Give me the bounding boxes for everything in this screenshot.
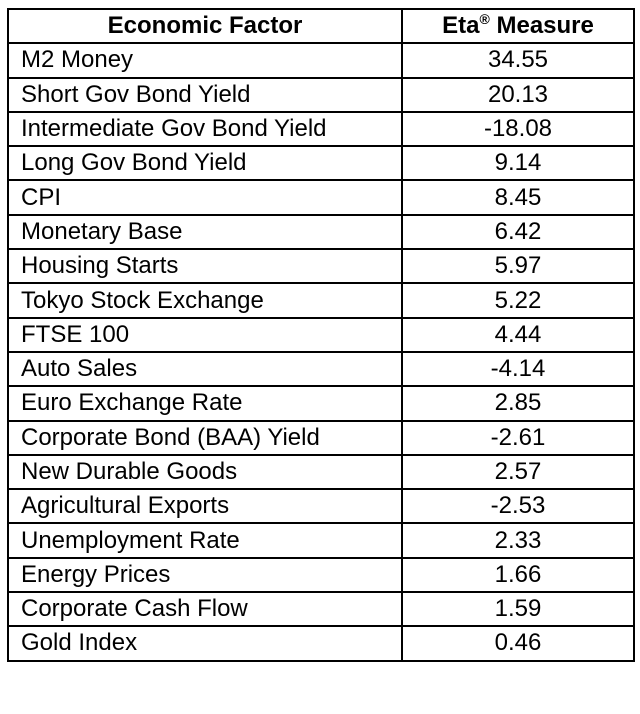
measure-cell: -4.14 <box>401 350 635 388</box>
factor-cell: Long Gov Bond Yield <box>7 145 403 182</box>
factor-cell: Unemployment Rate <box>7 522 403 559</box>
table-row: FTSE 100 4.44 <box>7 316 635 353</box>
factor-cell: Monetary Base <box>7 213 403 251</box>
header-measure-label: Measure <box>489 12 594 40</box>
measure-cell: 34.55 <box>401 42 635 79</box>
registered-mark: ® <box>479 11 490 28</box>
measure-cell: 2.57 <box>401 453 635 491</box>
factor-cell: Short Gov Bond Yield <box>7 76 403 113</box>
table-row: Intermediate Gov Bond Yield -18.08 <box>7 110 635 148</box>
table-row: Unemployment Rate 2.33 <box>7 522 635 559</box>
factor-cell: FTSE 100 <box>7 316 403 353</box>
table-row: Euro Exchange Rate 2.85 <box>7 385 635 422</box>
factor-cell: CPI <box>7 179 403 216</box>
factor-cell: M2 Money <box>7 42 403 79</box>
factor-cell: Euro Exchange Rate <box>7 385 403 422</box>
factor-cell: Agricultural Exports <box>7 488 403 525</box>
table-row: Corporate Cash Flow 1.59 <box>7 591 635 628</box>
factor-cell: Tokyo Stock Exchange <box>7 282 403 319</box>
table-row: Short Gov Bond Yield 20.13 <box>7 76 635 113</box>
measure-cell: 6.42 <box>401 213 635 251</box>
table-row: Long Gov Bond Yield 9.14 <box>7 145 635 182</box>
table-row: Agricultural Exports -2.53 <box>7 488 635 525</box>
table-row: Housing Starts 5.97 <box>7 248 635 285</box>
table-row: Energy Prices 1.66 <box>7 556 635 594</box>
measure-cell: -18.08 <box>401 110 635 148</box>
table-row: Monetary Base 6.42 <box>7 213 635 251</box>
measure-cell: 4.44 <box>401 316 635 353</box>
measure-cell: 1.66 <box>401 556 635 594</box>
table-row: Corporate Bond (BAA) Yield -2.61 <box>7 419 635 456</box>
measure-cell: 2.33 <box>401 522 635 559</box>
measure-cell: 1.59 <box>401 591 635 628</box>
factor-cell: New Durable Goods <box>7 453 403 491</box>
factor-cell: Intermediate Gov Bond Yield <box>7 110 403 148</box>
measure-cell: 5.97 <box>401 248 635 285</box>
factor-cell: Corporate Bond (BAA) Yield <box>7 419 403 456</box>
economic-factors-table: Economic Factor Eta® Measure M2 Money 34… <box>7 7 635 662</box>
measure-cell: -2.53 <box>401 488 635 525</box>
table-row: Auto Sales -4.14 <box>7 350 635 388</box>
table-row: Gold Index 0.46 <box>7 625 635 662</box>
factor-cell: Gold Index <box>7 625 403 662</box>
table-row: CPI 8.45 <box>7 179 635 216</box>
factor-cell: Energy Prices <box>7 556 403 594</box>
measure-cell: 8.45 <box>401 179 635 216</box>
measure-cell: 9.14 <box>401 145 635 182</box>
header-row: Economic Factor Eta® Measure <box>7 7 635 45</box>
economic-factors-table-container: Economic Factor Eta® Measure M2 Money 34… <box>7 7 635 662</box>
header-eta-measure: Eta® Measure <box>401 7 635 45</box>
measure-cell: 20.13 <box>401 76 635 113</box>
factor-cell: Auto Sales <box>7 350 403 388</box>
table-row: New Durable Goods 2.57 <box>7 453 635 491</box>
factor-cell: Housing Starts <box>7 248 403 285</box>
table-row: M2 Money 34.55 <box>7 42 635 79</box>
factor-cell: Corporate Cash Flow <box>7 591 403 628</box>
measure-cell: 5.22 <box>401 282 635 319</box>
header-economic-factor: Economic Factor <box>7 7 403 45</box>
measure-cell: 0.46 <box>401 625 635 662</box>
table-row: Tokyo Stock Exchange 5.22 <box>7 282 635 319</box>
measure-cell: 2.85 <box>401 385 635 422</box>
measure-cell: -2.61 <box>401 419 635 456</box>
header-eta-label: Eta <box>442 12 480 40</box>
